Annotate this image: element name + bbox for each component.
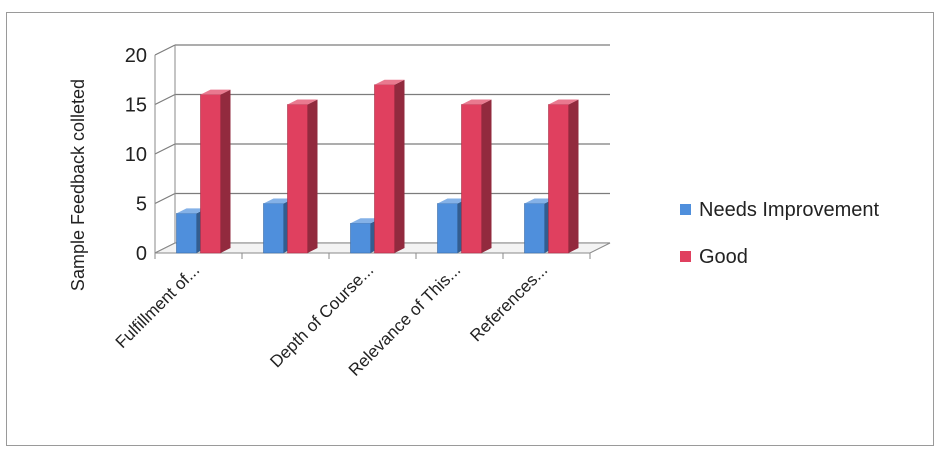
legend-label: Needs Improvement — [699, 199, 880, 221]
bar-top — [437, 198, 468, 204]
gridline-depth — [154, 143, 176, 155]
legend-swatch — [680, 204, 691, 215]
bar-top — [524, 198, 555, 204]
bar — [200, 94, 221, 254]
bar-top — [176, 208, 207, 214]
bar-top — [200, 89, 231, 95]
bar-side — [568, 99, 579, 253]
bar — [176, 213, 197, 254]
bar — [374, 84, 395, 254]
bar — [263, 203, 284, 254]
gridline-depth — [154, 93, 176, 106]
bar-side — [307, 99, 318, 253]
bar — [461, 104, 482, 254]
bar-side — [481, 99, 492, 253]
bar-top — [350, 218, 381, 224]
bar-top — [263, 198, 294, 204]
bar — [287, 104, 308, 254]
y-tick-label: 15 — [125, 95, 147, 117]
bar-top — [548, 99, 579, 105]
bar — [350, 223, 371, 254]
bar-side — [220, 89, 231, 253]
y-tick-label: 5 — [136, 194, 147, 216]
bar-top — [461, 99, 492, 105]
bar-side — [394, 79, 405, 253]
x-tick-label: References... — [466, 260, 551, 345]
bar — [524, 203, 545, 254]
y-tick-label: 20 — [125, 45, 147, 67]
y-axis-title: Sample Feedback colleted — [68, 79, 88, 291]
legend-swatch — [680, 251, 691, 262]
bar-top — [287, 99, 318, 105]
legend-label: Good — [699, 246, 748, 268]
bar — [437, 203, 458, 254]
bar — [548, 104, 569, 254]
bar-top — [374, 79, 405, 85]
gridline-depth — [154, 192, 176, 205]
x-tick-label: Fulfillment of... — [112, 260, 204, 352]
y-tick-label: 0 — [136, 243, 147, 265]
gridline-depth — [154, 44, 176, 56]
y-tick-label: 10 — [125, 144, 147, 166]
